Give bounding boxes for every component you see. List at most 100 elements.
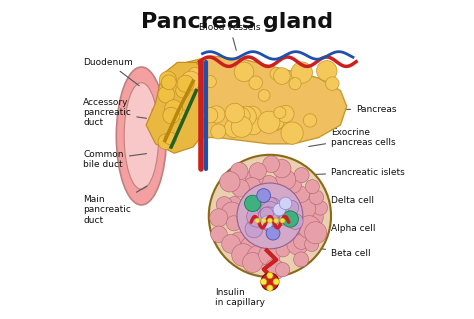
Circle shape xyxy=(249,76,263,90)
Circle shape xyxy=(210,209,228,227)
Circle shape xyxy=(293,234,309,249)
Circle shape xyxy=(266,226,280,240)
Circle shape xyxy=(317,61,337,81)
Circle shape xyxy=(303,114,317,127)
Circle shape xyxy=(261,216,273,228)
Circle shape xyxy=(245,170,263,188)
Circle shape xyxy=(270,118,283,131)
Circle shape xyxy=(189,68,208,86)
Circle shape xyxy=(259,213,276,230)
Circle shape xyxy=(261,212,281,232)
Circle shape xyxy=(245,220,263,238)
Circle shape xyxy=(305,222,327,244)
Circle shape xyxy=(202,108,218,123)
Circle shape xyxy=(232,244,255,266)
Circle shape xyxy=(263,156,280,173)
Circle shape xyxy=(276,243,290,257)
Circle shape xyxy=(261,197,282,218)
Circle shape xyxy=(263,207,281,224)
Text: Main
pancreatic
duct: Main pancreatic duct xyxy=(83,186,147,225)
Ellipse shape xyxy=(116,67,166,205)
Circle shape xyxy=(261,273,279,291)
Circle shape xyxy=(293,252,309,267)
Circle shape xyxy=(232,179,249,197)
Circle shape xyxy=(260,207,273,220)
Circle shape xyxy=(279,197,292,210)
Circle shape xyxy=(164,132,177,145)
Circle shape xyxy=(267,218,273,223)
Circle shape xyxy=(273,218,279,223)
Circle shape xyxy=(216,197,232,212)
Text: Common
bile duct: Common bile duct xyxy=(83,150,146,169)
Circle shape xyxy=(204,76,216,88)
Circle shape xyxy=(294,167,309,182)
Circle shape xyxy=(263,210,277,224)
Circle shape xyxy=(243,106,261,124)
Text: Pancreas gland: Pancreas gland xyxy=(141,12,333,32)
Text: Duodenum: Duodenum xyxy=(83,58,139,86)
Circle shape xyxy=(176,109,187,120)
Circle shape xyxy=(277,105,294,122)
Circle shape xyxy=(258,90,270,101)
Circle shape xyxy=(275,263,290,277)
Circle shape xyxy=(208,106,225,123)
Circle shape xyxy=(220,172,240,192)
Circle shape xyxy=(233,107,250,125)
Circle shape xyxy=(282,211,299,227)
Circle shape xyxy=(261,207,280,226)
Circle shape xyxy=(257,200,276,219)
Text: Blood vessels: Blood vessels xyxy=(200,23,261,50)
Circle shape xyxy=(224,118,244,137)
Ellipse shape xyxy=(124,83,159,189)
Circle shape xyxy=(162,75,176,90)
Circle shape xyxy=(270,68,283,80)
Circle shape xyxy=(285,177,301,193)
Circle shape xyxy=(158,86,174,103)
Circle shape xyxy=(300,205,323,229)
Circle shape xyxy=(261,278,267,285)
Circle shape xyxy=(287,213,303,229)
Circle shape xyxy=(237,183,303,249)
Circle shape xyxy=(267,207,286,225)
Circle shape xyxy=(309,190,324,204)
Circle shape xyxy=(273,204,285,216)
Circle shape xyxy=(260,211,273,223)
Circle shape xyxy=(267,272,273,278)
Circle shape xyxy=(261,209,279,227)
Circle shape xyxy=(261,218,266,223)
Circle shape xyxy=(227,197,242,211)
Circle shape xyxy=(177,75,194,92)
Circle shape xyxy=(249,163,266,180)
Circle shape xyxy=(272,117,283,129)
Circle shape xyxy=(231,116,252,137)
Circle shape xyxy=(181,71,201,90)
Circle shape xyxy=(240,236,263,258)
Circle shape xyxy=(326,77,339,90)
Circle shape xyxy=(264,259,285,280)
Polygon shape xyxy=(146,62,206,153)
Circle shape xyxy=(236,106,256,127)
Circle shape xyxy=(260,202,280,222)
Circle shape xyxy=(227,216,241,231)
Circle shape xyxy=(246,206,268,227)
Circle shape xyxy=(291,62,312,83)
Text: Insulin
in capillary: Insulin in capillary xyxy=(215,283,267,307)
Circle shape xyxy=(280,218,285,223)
Text: Alpha cell: Alpha cell xyxy=(296,222,375,233)
Circle shape xyxy=(258,111,280,133)
Circle shape xyxy=(305,237,319,251)
Polygon shape xyxy=(152,56,346,144)
Circle shape xyxy=(268,211,283,227)
Circle shape xyxy=(176,84,190,98)
Circle shape xyxy=(281,122,303,144)
Circle shape xyxy=(247,246,268,267)
Circle shape xyxy=(258,207,278,226)
Circle shape xyxy=(209,155,331,277)
Circle shape xyxy=(261,197,278,214)
Circle shape xyxy=(273,278,279,285)
Circle shape xyxy=(296,199,316,219)
Circle shape xyxy=(269,205,290,226)
Circle shape xyxy=(289,78,301,90)
Circle shape xyxy=(221,202,243,224)
Circle shape xyxy=(225,103,245,123)
